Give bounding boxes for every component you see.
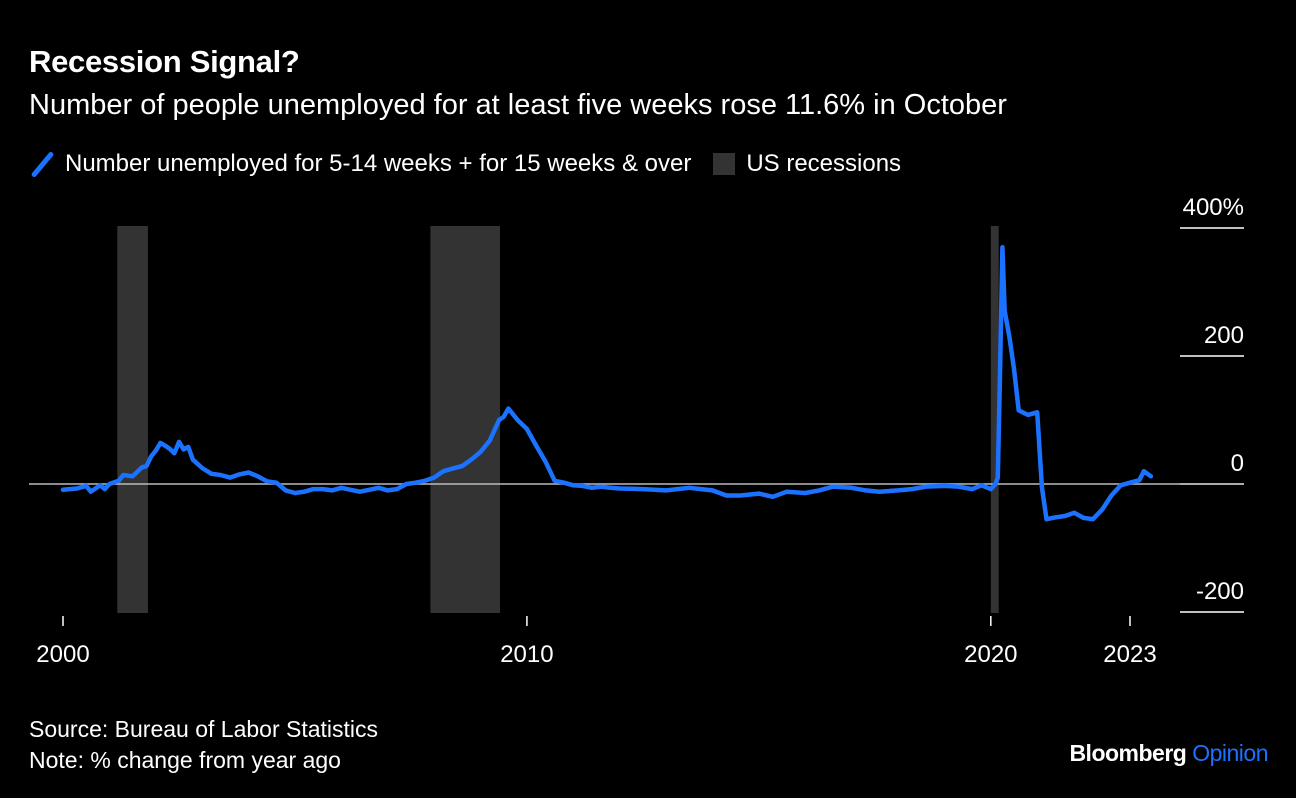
y-tick-label: -200 [1196,578,1244,605]
x-tick-label: 2010 [500,641,553,668]
series-line [60,244,1154,522]
legend-recession-label: US recessions [746,150,902,177]
x-tick-label: 2000 [36,641,89,668]
legend-item-recessions: US recessions [713,150,901,178]
recession-band [430,226,501,613]
footer: Source: Bureau of Labor Statistics Note:… [29,714,378,776]
legend: Number unemployed for 5-14 weeks + for 1… [29,148,923,180]
x-tick-label: 2020 [964,641,1017,668]
recession-swatch-icon [713,153,736,175]
y-axis: 400% 200 0 -200 [29,194,1244,613]
source-note: Source: Bureau of Labor Statistics [29,716,379,742]
chart-subtitle: Number of people unemployed for at least… [29,89,1007,121]
recession-band [117,226,148,613]
legend-item-series: Number unemployed for 5-14 weeks + for 1… [29,150,691,178]
y-tick-label: 0 [1231,450,1244,477]
y-tick-label: 400% [1183,194,1244,221]
x-tick-label: 2023 [1103,641,1156,668]
recession-band [990,226,999,613]
note-text: Note: % change from year ago [29,747,341,773]
recession-bands [117,226,999,613]
brand-logo: Bloomberg Opinion [1069,740,1268,767]
brand-product: Opinion [1192,740,1268,766]
chart-title: Recession Signal? [29,44,300,79]
brand-name: Bloomberg [1069,740,1187,766]
legend-series-label: Number unemployed for 5-14 weeks + for 1… [65,150,692,177]
y-tick-label: 200 [1204,322,1244,349]
x-axis: 2000 2010 2020 2023 [36,616,1157,668]
series-layer [60,244,1154,522]
